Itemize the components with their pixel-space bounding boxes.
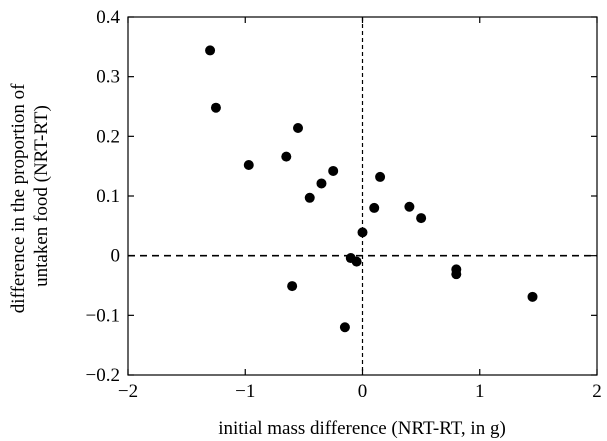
data-point [351,256,362,267]
data-point [416,213,427,224]
data-point [404,201,415,212]
y-tick-label: 0.3 [96,67,120,88]
x-tick-label: −2 [118,381,138,402]
data-point [293,122,304,133]
y-tick-label: −0.2 [86,365,120,386]
x-tick-label: 2 [592,381,602,402]
y-axis-label-line-2: untaken food (NRT-RT) [31,105,52,287]
data-point [316,178,327,189]
data-point [287,281,298,292]
y-axis-label-line-1: difference in the proportion of [8,83,29,313]
data-point [281,151,292,162]
data-point [304,192,315,203]
x-tick-label: 1 [475,381,485,402]
data-point [243,159,254,170]
data-point [205,45,216,56]
data-point [369,202,380,213]
data-points [205,45,538,333]
y-axis-label: difference in the proportion of untaken … [8,79,52,313]
y-tick-label: 0.4 [96,7,120,28]
data-point [527,291,538,302]
y-tick-label: −0.1 [86,305,120,326]
x-tick-label: −1 [235,381,255,402]
data-point [451,269,462,280]
y-tick-label: 0.2 [96,126,120,147]
y-axis-ticks: −0.2 −0.1 0 0.1 0.2 0.3 0.4 [86,7,597,386]
y-tick-label: 0 [111,246,121,267]
data-point [328,165,339,176]
x-tick-label: 0 [358,381,368,402]
x-axis-label: initial mass difference (NRT-RT, in g) [218,418,506,439]
data-point [210,102,221,113]
x-axis-ticks: −2 −1 0 1 2 [118,17,602,402]
data-point [375,171,386,182]
reference-lines [128,17,597,375]
data-point [357,227,368,238]
data-point [339,322,350,333]
y-tick-label: 0.1 [96,186,120,207]
